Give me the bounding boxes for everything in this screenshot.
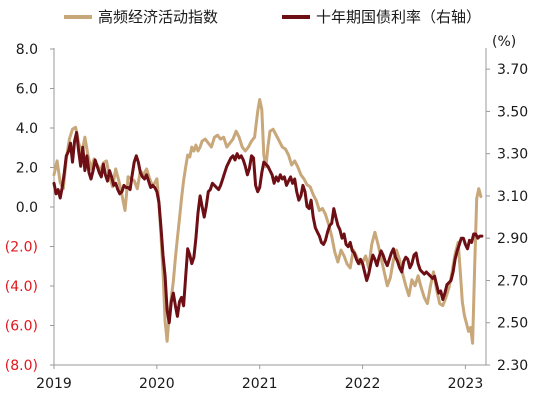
right-tick-label: 2.30: [497, 358, 528, 374]
right-tick-label: 3.10: [497, 189, 528, 205]
series-line-activity-index: [52, 98, 483, 345]
left-tick-label: 2.0: [16, 161, 38, 177]
left-tick-label: 4.0: [16, 121, 38, 137]
right-axis-unit: (%): [492, 34, 516, 50]
legend-label-bond-yield: 十年期国债利率（右轴）: [316, 8, 481, 26]
x-tick-label: 2019: [36, 376, 72, 392]
right-tick-label: 2.90: [497, 231, 528, 247]
legend-label-activity: 高频经济活动指数: [98, 8, 218, 26]
right-axis: 3.70 3.50 3.30 3.10 2.90 2.70 2.50 2.30: [486, 62, 528, 374]
left-tick-label: 6.0: [16, 82, 38, 98]
legend: 高频经济活动指数 十年期国债利率（右轴）: [64, 8, 481, 26]
series-layer: [52, 98, 484, 345]
x-tick-label: 2022: [345, 376, 381, 392]
right-tick-label: 2.50: [497, 316, 528, 332]
left-tick-label: 0.0: [16, 200, 38, 216]
left-tick-label: (6.0): [5, 319, 38, 335]
left-axis: 8.0 6.0 4.0 2.0 0.0 (2.0) (4.0) (6.0) (8.0): [5, 42, 54, 374]
right-tick-label: 3.50: [497, 104, 528, 120]
x-axis: 2019 2020 2021 2022 2023: [36, 365, 483, 392]
right-tick-label: 3.70: [497, 62, 528, 78]
x-tick-label: 2023: [448, 376, 484, 392]
left-tick-label: (8.0): [5, 358, 38, 374]
left-tick-label: (2.0): [5, 240, 38, 256]
right-tick-label: 3.30: [497, 147, 528, 163]
right-tick-label: 2.70: [497, 273, 528, 289]
x-tick-label: 2021: [242, 376, 278, 392]
left-tick-label: 8.0: [16, 42, 38, 58]
series-line-bond-yield: [52, 131, 484, 325]
x-tick-label: 2020: [139, 376, 175, 392]
left-tick-label: (4.0): [5, 279, 38, 295]
